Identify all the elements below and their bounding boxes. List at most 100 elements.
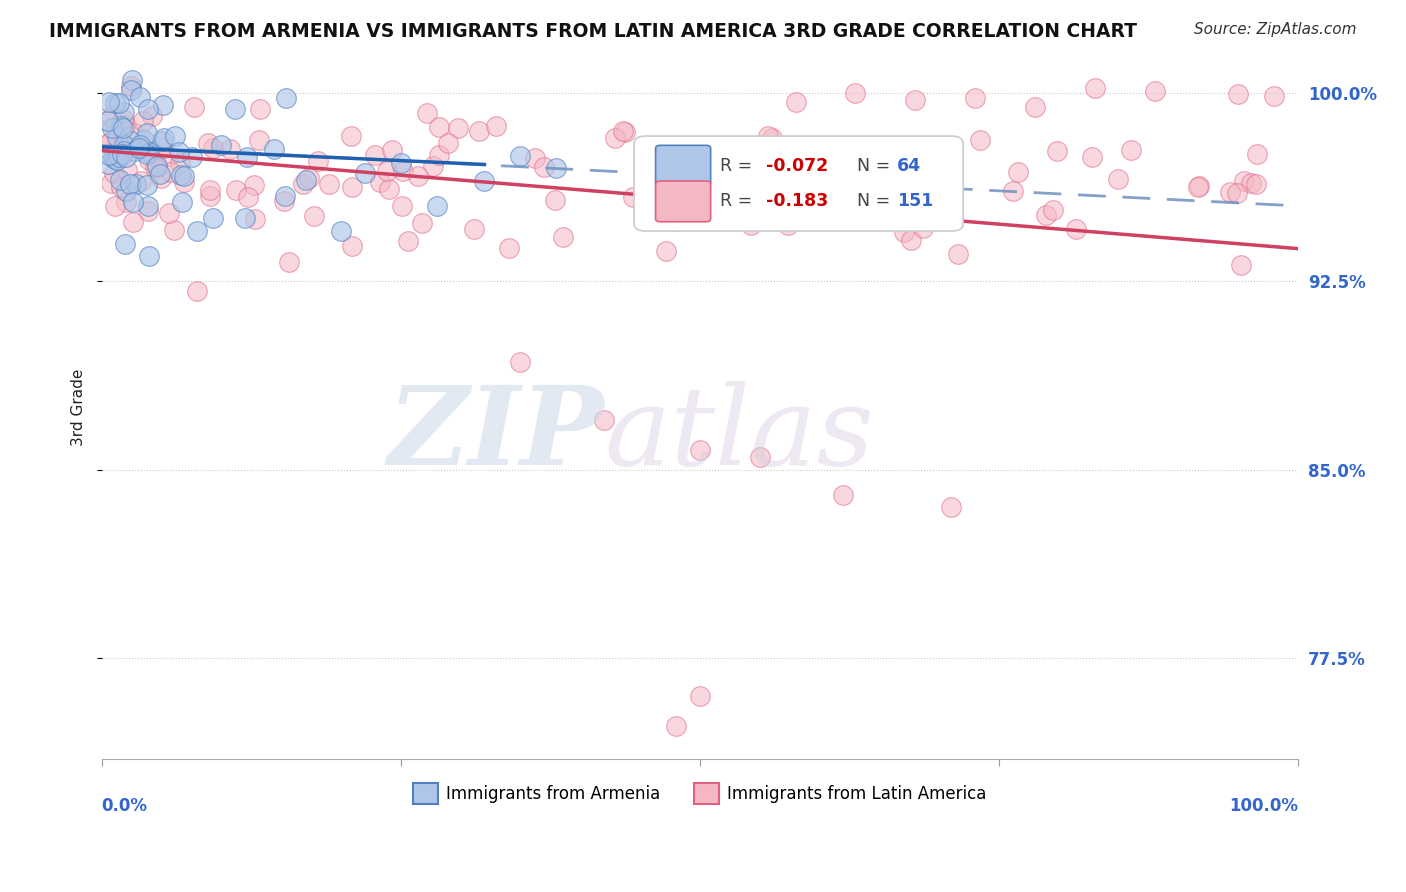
Point bbox=[107, 129, 129, 144]
Point bbox=[474, 174, 496, 188]
Point bbox=[1002, 184, 1025, 198]
Point bbox=[145, 159, 167, 173]
Point bbox=[1107, 172, 1129, 186]
Text: N =: N = bbox=[846, 193, 896, 211]
Point bbox=[114, 236, 136, 251]
Point bbox=[484, 119, 506, 133]
Point bbox=[138, 153, 160, 167]
Point bbox=[120, 177, 142, 191]
Point bbox=[416, 106, 439, 120]
Point bbox=[129, 137, 152, 152]
Point bbox=[233, 211, 256, 226]
Text: Source: ZipAtlas.com: Source: ZipAtlas.com bbox=[1194, 22, 1357, 37]
FancyBboxPatch shape bbox=[655, 181, 710, 222]
Point bbox=[186, 284, 208, 298]
Point bbox=[832, 488, 855, 502]
Point bbox=[1121, 144, 1143, 158]
Point bbox=[104, 120, 127, 135]
Point bbox=[782, 144, 804, 158]
Point bbox=[108, 150, 131, 164]
Point bbox=[509, 149, 531, 163]
Point bbox=[1219, 186, 1241, 200]
Point bbox=[101, 151, 124, 165]
Point bbox=[391, 199, 413, 213]
Point bbox=[138, 249, 160, 263]
Point bbox=[946, 246, 969, 260]
Point bbox=[389, 156, 412, 170]
Point bbox=[659, 145, 682, 160]
Point bbox=[128, 90, 150, 104]
Point bbox=[695, 144, 717, 158]
Text: 0.0%: 0.0% bbox=[101, 797, 148, 815]
Point bbox=[173, 176, 195, 190]
Point bbox=[411, 216, 433, 230]
Point bbox=[122, 215, 145, 229]
Point bbox=[152, 131, 174, 145]
Point bbox=[141, 109, 163, 123]
Point bbox=[392, 164, 415, 178]
Point bbox=[136, 147, 159, 161]
Point bbox=[689, 442, 711, 457]
Point bbox=[167, 145, 190, 159]
Point bbox=[112, 112, 135, 126]
Point bbox=[1244, 177, 1267, 191]
Point bbox=[159, 164, 181, 178]
Point bbox=[98, 136, 121, 150]
Point bbox=[965, 90, 987, 104]
Point bbox=[157, 206, 180, 220]
Text: atlas: atlas bbox=[605, 382, 873, 489]
Point bbox=[429, 148, 451, 162]
Point bbox=[799, 183, 821, 197]
Point bbox=[274, 188, 297, 202]
Point bbox=[236, 190, 259, 204]
Point bbox=[165, 128, 187, 143]
Point bbox=[173, 169, 195, 183]
Point bbox=[136, 204, 159, 219]
Point bbox=[122, 126, 145, 140]
Point bbox=[105, 153, 128, 167]
Point bbox=[654, 188, 676, 202]
Point bbox=[498, 241, 520, 255]
Point bbox=[969, 133, 991, 147]
Point bbox=[546, 161, 568, 176]
Point bbox=[756, 172, 779, 186]
Point bbox=[152, 141, 174, 155]
Point bbox=[427, 120, 450, 134]
Point bbox=[614, 125, 637, 139]
Point bbox=[100, 176, 122, 190]
Point bbox=[110, 147, 132, 161]
Point bbox=[307, 154, 329, 169]
Point bbox=[200, 188, 222, 202]
Point bbox=[110, 180, 132, 194]
Point bbox=[112, 105, 135, 120]
Point bbox=[201, 211, 224, 225]
Point bbox=[544, 194, 567, 208]
Point bbox=[104, 153, 127, 167]
Point bbox=[673, 170, 696, 185]
Point bbox=[125, 177, 148, 191]
Point bbox=[243, 178, 266, 192]
Point bbox=[247, 133, 270, 147]
Point bbox=[426, 199, 449, 213]
Text: -0.072: -0.072 bbox=[766, 157, 828, 175]
Point bbox=[1239, 176, 1261, 190]
Text: R =: R = bbox=[720, 157, 758, 175]
Point bbox=[713, 186, 735, 201]
Point bbox=[97, 114, 120, 128]
Point bbox=[136, 199, 159, 213]
Point bbox=[1042, 202, 1064, 217]
Point bbox=[849, 151, 872, 165]
Point bbox=[104, 95, 127, 110]
Point bbox=[1024, 100, 1046, 114]
Point bbox=[108, 173, 131, 187]
Point bbox=[157, 149, 180, 163]
Point bbox=[298, 171, 321, 186]
Point bbox=[245, 212, 267, 227]
Legend: Immigrants from Armenia, Immigrants from Latin America: Immigrants from Armenia, Immigrants from… bbox=[406, 777, 994, 810]
Point bbox=[533, 160, 555, 174]
Point bbox=[225, 183, 247, 197]
Point bbox=[97, 136, 120, 151]
Point bbox=[273, 194, 295, 208]
Point bbox=[202, 141, 225, 155]
Point bbox=[509, 355, 531, 369]
